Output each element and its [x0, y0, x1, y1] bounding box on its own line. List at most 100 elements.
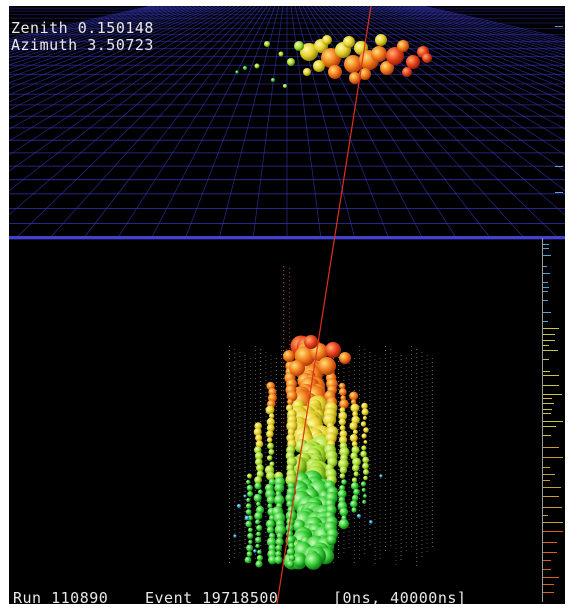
dom-dot [249, 402, 251, 403]
in-ice-hit [283, 350, 295, 362]
in-ice-hit [288, 542, 295, 550]
dom-dot [338, 545, 340, 546]
dom-dot [229, 506, 230, 507]
dom-dot [348, 471, 350, 472]
dom-dot [283, 370, 285, 372]
dom-dot [421, 380, 423, 381]
dom-dot [369, 480, 371, 481]
dom-dot [369, 432, 371, 433]
event-display-scene[interactable] [9, 6, 565, 604]
dom-dot [416, 553, 418, 554]
in-ice-hit [266, 430, 274, 438]
dom-dot [265, 456, 267, 457]
dom-dot [260, 385, 262, 386]
dom-dot [369, 544, 371, 545]
dom-dot [364, 529, 366, 530]
in-ice-hit [245, 503, 252, 509]
dom-dot [416, 433, 418, 434]
dom-dot [364, 365, 366, 366]
in-ice-hit [339, 473, 346, 479]
dom-dot [385, 390, 386, 391]
in-ice-hit [363, 440, 368, 444]
dom-dot [249, 462, 251, 463]
dom-dot [431, 470, 433, 471]
dom-dot [421, 536, 423, 537]
dom-dot [416, 549, 418, 550]
dom-dot [421, 372, 423, 373]
dom-dot [348, 447, 350, 448]
dom-dot [234, 469, 236, 470]
dom-dot [390, 449, 392, 450]
histogram-bin [543, 507, 562, 508]
dom-dot [239, 400, 241, 401]
dom-dot [229, 474, 230, 475]
dom-dot [244, 451, 246, 452]
dom-dot [369, 416, 371, 417]
dom-dot [400, 519, 402, 520]
grid-line [48, 6, 260, 240]
dom-dot [390, 497, 392, 498]
dom-dot [416, 437, 418, 438]
dom-dot [426, 511, 428, 512]
dom-dot [411, 510, 412, 511]
dom-dot [260, 545, 262, 546]
dom-dot [239, 492, 241, 493]
dom-dot [390, 521, 392, 522]
dom-dot [338, 549, 340, 550]
dom-dot [395, 496, 397, 497]
dom-dot [395, 412, 397, 413]
dom-dot [249, 470, 251, 471]
dom-dot [283, 334, 285, 336]
dom-dot [249, 378, 251, 379]
dom-dot [283, 414, 285, 416]
dom-dot [400, 495, 402, 496]
dom-dot [374, 499, 376, 500]
dom-dot [431, 438, 433, 439]
dom-dot [426, 411, 428, 412]
grid-line [374, 6, 565, 74]
dom-dot [416, 401, 418, 402]
dom-dot [270, 367, 272, 368]
dom-dot [239, 468, 241, 469]
dom-dot [234, 373, 236, 374]
dom-dot [364, 521, 366, 522]
event-display-viewport[interactable]: Zenith 0.150148 Azimuth 3.50723 Run 1108… [9, 6, 565, 604]
in-ice-hit [275, 550, 282, 558]
dom-dot [322, 375, 324, 376]
in-ice-hit [361, 445, 367, 451]
dom-dot [416, 465, 418, 466]
dom-dot [239, 532, 241, 533]
dom-dot [411, 502, 412, 503]
dom-dot [289, 332, 291, 334]
dom-dot [283, 310, 285, 312]
dom-dot [289, 320, 291, 322]
surface-hit [294, 41, 304, 51]
dom-dot [338, 393, 340, 394]
dom-dot [239, 416, 241, 417]
dom-dot [416, 449, 418, 450]
dom-dot [374, 407, 376, 408]
dom-dot [255, 362, 256, 363]
dom-dot [416, 557, 418, 558]
dom-dot [426, 387, 428, 388]
dom-dot [244, 535, 246, 536]
dom-dot [431, 478, 433, 479]
histogram-bin [543, 394, 563, 395]
dom-dot [385, 490, 386, 491]
dom-dot [379, 386, 381, 387]
dom-dot [395, 420, 397, 421]
dom-dot [385, 486, 386, 487]
dom-dot [416, 429, 418, 430]
dom-dot [426, 491, 428, 492]
dom-dot [283, 342, 285, 344]
dom-dot [374, 547, 376, 548]
dom-dot [374, 427, 376, 428]
dom-dot [229, 530, 230, 531]
in-ice-hit [349, 434, 358, 442]
dom-dot [364, 373, 366, 374]
dom-dot [379, 550, 381, 551]
dom-dot [416, 493, 418, 494]
dom-dot [281, 358, 282, 359]
dom-dot [244, 367, 246, 368]
dom-dot [234, 509, 236, 510]
